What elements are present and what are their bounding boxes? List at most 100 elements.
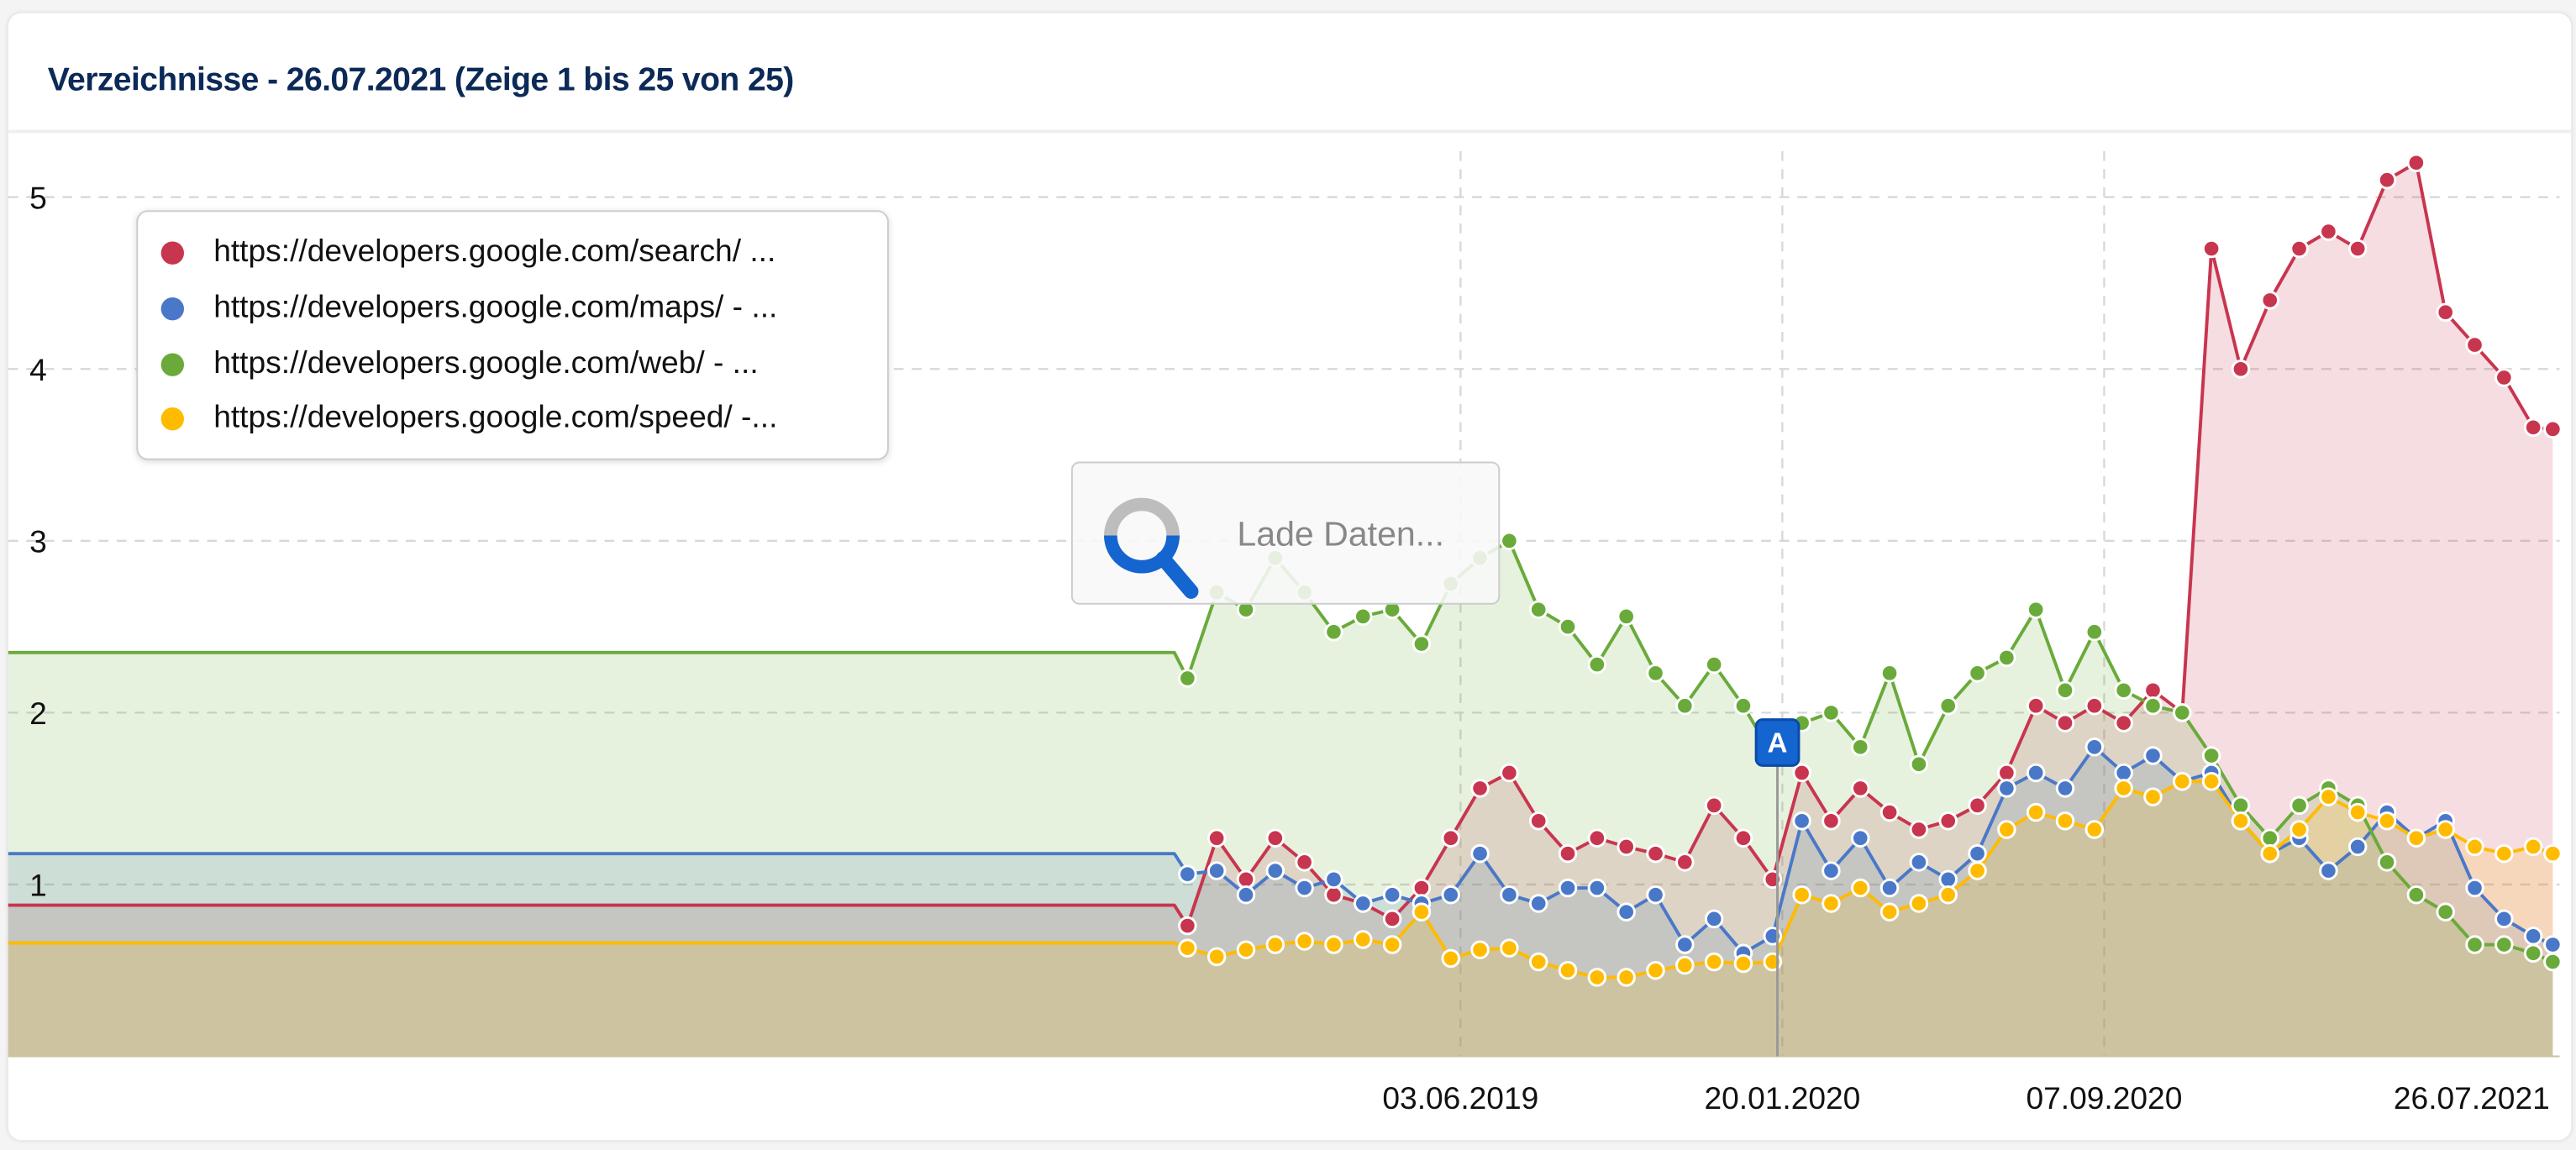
data-point[interactable]: [2523, 417, 2543, 438]
data-point[interactable]: [1938, 885, 1958, 905]
data-point[interactable]: [1909, 754, 1929, 774]
data-point[interactable]: [1792, 763, 1811, 783]
data-point[interactable]: [1646, 960, 1665, 980]
data-point[interactable]: [2406, 885, 2426, 905]
data-point[interactable]: [1968, 796, 1987, 816]
data-point[interactable]: [1470, 843, 1490, 864]
data-point[interactable]: [2406, 828, 2426, 848]
data-point[interactable]: [2026, 696, 2046, 716]
data-point[interactable]: [1500, 763, 1519, 783]
data-point[interactable]: [1354, 930, 1373, 949]
data-point[interactable]: [2026, 763, 2046, 783]
data-point[interactable]: [2543, 419, 2563, 439]
data-point[interactable]: [1792, 811, 1811, 831]
data-point[interactable]: [2143, 746, 2163, 765]
data-point[interactable]: [2143, 680, 2163, 701]
data-point[interactable]: [1207, 828, 1227, 848]
data-point[interactable]: [2114, 680, 2133, 701]
data-point[interactable]: [1851, 878, 1870, 898]
data-point[interactable]: [2406, 153, 2426, 173]
data-point[interactable]: [2319, 861, 2338, 880]
data-point[interactable]: [1587, 654, 1607, 675]
data-point[interactable]: [1879, 802, 1900, 822]
data-point[interactable]: [1879, 902, 1900, 922]
data-point[interactable]: [1587, 828, 1607, 848]
data-point[interactable]: [2289, 239, 2309, 259]
data-point[interactable]: [1938, 811, 1958, 831]
data-point[interactable]: [2289, 796, 2309, 816]
data-point[interactable]: [1704, 909, 1724, 929]
data-point[interactable]: [1528, 952, 1548, 972]
data-point[interactable]: [1909, 820, 1929, 839]
data-point[interactable]: [1879, 878, 1900, 898]
data-point[interactable]: [1851, 738, 1870, 757]
data-point[interactable]: [1558, 878, 1578, 898]
data-point[interactable]: [1178, 916, 1197, 936]
data-point[interactable]: [1412, 634, 1432, 654]
data-point[interactable]: [1470, 940, 1490, 959]
data-point[interactable]: [1617, 968, 1636, 987]
data-point[interactable]: [2143, 696, 2163, 716]
data-point[interactable]: [1382, 909, 1402, 929]
data-point[interactable]: [1236, 940, 1256, 959]
data-point[interactable]: [2347, 802, 2368, 822]
data-point[interactable]: [1617, 607, 1636, 627]
data-point[interactable]: [1968, 664, 1987, 683]
data-point[interactable]: [2231, 796, 2251, 816]
annotation-flag[interactable]: A: [1754, 718, 1801, 1057]
data-point[interactable]: [1733, 828, 1753, 848]
data-point[interactable]: [1909, 894, 1929, 913]
data-point[interactable]: [2173, 771, 2192, 791]
data-point[interactable]: [2289, 820, 2309, 839]
annotation-marker[interactable]: [1754, 718, 1801, 767]
data-point[interactable]: [1354, 894, 1373, 913]
data-point[interactable]: [2055, 811, 2075, 831]
data-point[interactable]: [1207, 861, 1227, 880]
data-point[interactable]: [2436, 820, 2455, 839]
data-point[interactable]: [2201, 746, 2221, 765]
data-point[interactable]: [2495, 909, 2514, 929]
data-point[interactable]: [2143, 787, 2163, 806]
data-point[interactable]: [2084, 696, 2105, 716]
data-point[interactable]: [1412, 878, 1432, 898]
data-point[interactable]: [1528, 600, 1548, 619]
data-point[interactable]: [1997, 779, 2016, 798]
data-point[interactable]: [2465, 837, 2484, 857]
data-point[interactable]: [1441, 948, 1460, 969]
data-point[interactable]: [1236, 885, 1256, 905]
data-point[interactable]: [1265, 861, 1285, 880]
data-point[interactable]: [1879, 664, 1900, 683]
data-point[interactable]: [2231, 811, 2251, 831]
data-point[interactable]: [1704, 796, 1724, 816]
data-point[interactable]: [1968, 843, 1987, 864]
data-point[interactable]: [2084, 622, 2105, 642]
data-point[interactable]: [1500, 531, 1519, 551]
data-point[interactable]: [2347, 239, 2368, 259]
data-point[interactable]: [1324, 935, 1343, 954]
data-point[interactable]: [1324, 885, 1343, 905]
data-point[interactable]: [1997, 763, 2016, 783]
data-point[interactable]: [2201, 239, 2221, 259]
data-point[interactable]: [1675, 935, 1695, 954]
data-point[interactable]: [1324, 869, 1343, 890]
data-point[interactable]: [2465, 935, 2484, 954]
data-point[interactable]: [2114, 763, 2133, 783]
legend-item-search[interactable]: https://developers.google.com/search/ ..…: [160, 232, 776, 275]
data-point[interactable]: [1587, 878, 1607, 898]
data-point[interactable]: [1441, 828, 1460, 848]
data-point[interactable]: [2055, 680, 2075, 701]
data-point[interactable]: [2377, 170, 2397, 190]
data-point[interactable]: [1822, 811, 1841, 831]
data-point[interactable]: [1733, 953, 1753, 974]
data-point[interactable]: [1178, 669, 1197, 688]
data-point[interactable]: [1558, 843, 1578, 864]
data-point[interactable]: [2543, 935, 2563, 954]
data-point[interactable]: [1617, 902, 1636, 922]
data-point[interactable]: [1675, 853, 1695, 872]
data-point[interactable]: [1938, 869, 1958, 890]
data-point[interactable]: [1909, 853, 1929, 872]
data-point[interactable]: [2465, 878, 2484, 898]
data-point[interactable]: [2543, 952, 2563, 972]
data-point[interactable]: [1265, 828, 1285, 848]
data-point[interactable]: [1646, 885, 1665, 905]
